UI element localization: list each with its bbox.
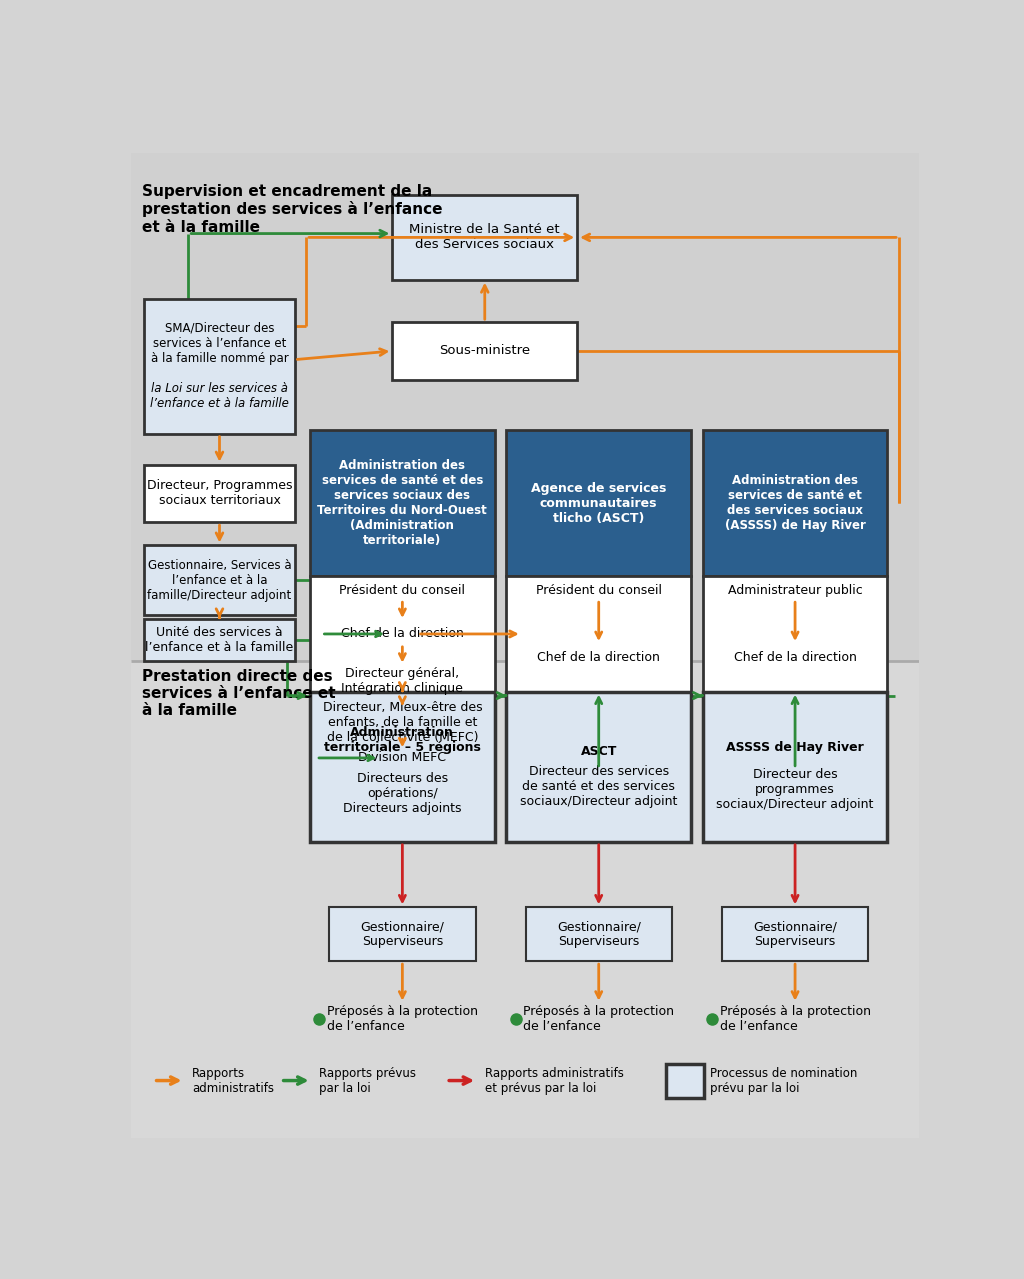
FancyBboxPatch shape <box>506 577 691 769</box>
FancyBboxPatch shape <box>310 430 495 577</box>
Text: Supervision et encadrement de la
prestation des services à l’enfance
et à la fam: Supervision et encadrement de la prestat… <box>142 183 442 234</box>
Text: Prestation directe des
services à l’enfance et
à la famille: Prestation directe des services à l’enfa… <box>142 669 336 719</box>
FancyBboxPatch shape <box>131 661 920 1138</box>
FancyBboxPatch shape <box>144 619 295 661</box>
Text: Président du conseil: Président du conseil <box>339 583 465 596</box>
Text: Directeur des
programmes
sociaux/Directeur adjoint: Directeur des programmes sociaux/Directe… <box>717 769 873 811</box>
FancyBboxPatch shape <box>722 907 868 962</box>
FancyBboxPatch shape <box>310 577 495 769</box>
Text: Préposés à la protection
de l’enfance: Préposés à la protection de l’enfance <box>720 1005 870 1033</box>
Text: Préposés à la protection
de l’enfance: Préposés à la protection de l’enfance <box>523 1005 674 1033</box>
Text: ASCT: ASCT <box>581 744 616 758</box>
Text: Chef de la direction: Chef de la direction <box>733 651 856 664</box>
Text: Préposés à la protection
de l’enfance: Préposés à la protection de l’enfance <box>327 1005 478 1033</box>
FancyBboxPatch shape <box>506 430 691 577</box>
Text: Administration
territoriale – 5 régions: Administration territoriale – 5 régions <box>324 726 481 753</box>
FancyBboxPatch shape <box>666 1064 705 1099</box>
Text: Processus de nomination
prévu par la loi: Processus de nomination prévu par la loi <box>711 1067 858 1095</box>
Text: Gestionnaire/
Superviseurs: Gestionnaire/ Superviseurs <box>753 921 837 948</box>
FancyBboxPatch shape <box>131 153 920 661</box>
Text: Agence de services
communautaires
tlicho (ASCT): Agence de services communautaires tlicho… <box>531 482 667 524</box>
Text: Chef de la direction: Chef de la direction <box>538 651 660 664</box>
Text: Division MEFC: Division MEFC <box>358 752 446 765</box>
FancyBboxPatch shape <box>506 692 691 842</box>
FancyBboxPatch shape <box>525 907 672 962</box>
FancyBboxPatch shape <box>310 692 495 842</box>
FancyBboxPatch shape <box>330 907 475 962</box>
FancyBboxPatch shape <box>144 299 295 434</box>
Text: Directeurs des
opérations/
Directeurs adjoints: Directeurs des opérations/ Directeurs ad… <box>343 773 462 815</box>
FancyBboxPatch shape <box>702 430 888 577</box>
Text: Ministre de la Santé et
des Services sociaux: Ministre de la Santé et des Services soc… <box>410 224 560 252</box>
Text: Rapports administratifs
et prévus par la loi: Rapports administratifs et prévus par la… <box>484 1067 624 1095</box>
Text: Gestionnaire/
Superviseurs: Gestionnaire/ Superviseurs <box>360 921 444 948</box>
Text: Gestionnaire, Services à
l’enfance et à la
famille/Directeur adjoint: Gestionnaire, Services à l’enfance et à … <box>147 559 292 601</box>
Text: Rapports prévus
par la loi: Rapports prévus par la loi <box>319 1067 416 1095</box>
Text: Directeur des services
de santé et des services
sociaux/Directeur adjoint: Directeur des services de santé et des s… <box>520 765 678 807</box>
Text: Directeur, Programmes
sociaux territoriaux: Directeur, Programmes sociaux territoria… <box>146 480 292 508</box>
FancyBboxPatch shape <box>392 322 578 380</box>
FancyBboxPatch shape <box>702 577 888 769</box>
Text: ASSSS de Hay River: ASSSS de Hay River <box>726 741 864 755</box>
Text: Administration des
services de santé et
des services sociaux
(ASSSS) de Hay Rive: Administration des services de santé et … <box>725 475 865 532</box>
Text: Président du conseil: Président du conseil <box>536 583 662 596</box>
FancyBboxPatch shape <box>702 692 888 842</box>
Text: Sous-ministre: Sous-ministre <box>439 344 530 358</box>
Text: Chef de la direction: Chef de la direction <box>341 628 464 641</box>
Text: Directeur, Mieux-être des
enfants, de la famille et
de la collectivité (MEFC): Directeur, Mieux-être des enfants, de la… <box>323 701 482 744</box>
Text: la Loi sur les services à
l’enfance et à la famille: la Loi sur les services à l’enfance et à… <box>151 381 289 409</box>
FancyBboxPatch shape <box>144 464 295 522</box>
Text: Unité des services à
l’enfance et à la famille: Unité des services à l’enfance et à la f… <box>145 625 294 654</box>
FancyBboxPatch shape <box>144 545 295 615</box>
FancyBboxPatch shape <box>392 196 578 280</box>
Text: Directeur général,
Intégration clinique: Directeur général, Intégration clinique <box>341 666 463 694</box>
Text: Administration des
services de santé et des
services sociaux des
Territoires du : Administration des services de santé et … <box>317 459 487 547</box>
Text: SMA/Directeur des
services à l’enfance et
à la famille nommé par: SMA/Directeur des services à l’enfance e… <box>151 322 289 365</box>
Text: Gestionnaire/
Superviseurs: Gestionnaire/ Superviseurs <box>557 921 641 948</box>
Text: Administrateur public: Administrateur public <box>728 583 862 596</box>
Text: Rapports
administratifs: Rapports administratifs <box>193 1067 274 1095</box>
